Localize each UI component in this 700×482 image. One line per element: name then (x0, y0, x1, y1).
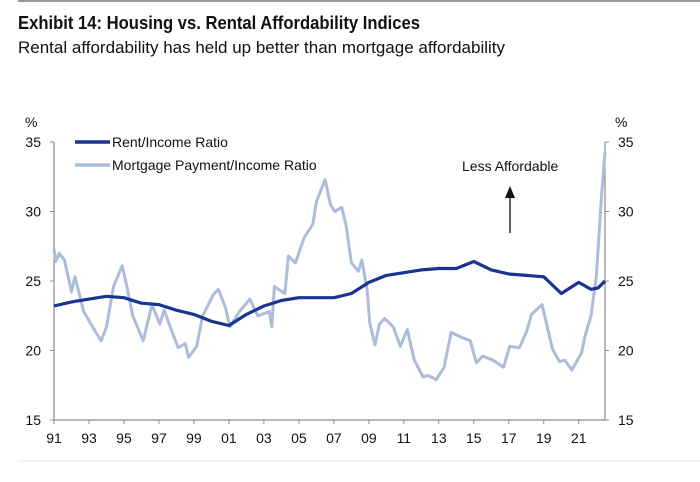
x-tick-label: 15 (466, 430, 482, 446)
y-tick-label-right: 25 (618, 273, 634, 289)
y-tick-label-right: 35 (618, 134, 634, 150)
y-tick-label-left: 25 (25, 273, 41, 289)
y-tick-label-left: 30 (25, 204, 41, 220)
annotation: Less Affordable (462, 158, 558, 233)
y-axis-left-unit: % (25, 114, 37, 130)
y-tick-label-right: 20 (618, 343, 634, 359)
legend: Rent/Income Ratio Mortgage Payment/Incom… (75, 134, 317, 173)
x-tick-label: 03 (256, 430, 272, 446)
x-tick-label: 13 (431, 430, 447, 446)
x-tick-label: 93 (81, 430, 97, 446)
series-line-mortgage-income (52, 151, 607, 382)
series-lines (52, 151, 607, 382)
y-tick-label-left: 35 (25, 134, 41, 150)
x-tick-label: 11 (397, 430, 412, 446)
x-tick-label: 99 (186, 430, 202, 446)
x-tick-label: 07 (326, 430, 342, 446)
x-tick-label: 97 (151, 430, 167, 446)
x-tick-label: 09 (361, 430, 377, 446)
x-tick-label: 17 (501, 430, 517, 446)
legend-label-rent: Rent/Income Ratio (112, 134, 228, 150)
chart-subtitle: Rental affordability has held up better … (18, 38, 505, 57)
x-tick-label: 19 (536, 430, 552, 446)
y-axis-right-unit: % (615, 114, 627, 130)
x-tick-label: 05 (291, 430, 307, 446)
axes: 15 15 20 20 25 25 30 30 35 35 91 93 95 97 99 01 03 05 07 09… (25, 134, 633, 446)
y-tick-label-left: 15 (25, 412, 41, 428)
annotation-text: Less Affordable (462, 158, 558, 174)
arrow-up-icon (505, 186, 515, 198)
y-tick-label-left: 20 (25, 343, 41, 359)
y-tick-label-right: 30 (618, 204, 634, 220)
chart-title: Exhibit 14: Housing vs. Rental Affordabi… (18, 13, 420, 33)
x-tick-label: 01 (221, 430, 237, 446)
series-line-rent-income (53, 259, 607, 328)
x-tick-label: 95 (116, 430, 132, 446)
x-tick-label: 21 (571, 430, 587, 446)
x-tick-label: 91 (46, 430, 62, 446)
y-tick-label-right: 15 (618, 412, 634, 428)
legend-label-mortgage: Mortgage Payment/Income Ratio (112, 157, 317, 173)
